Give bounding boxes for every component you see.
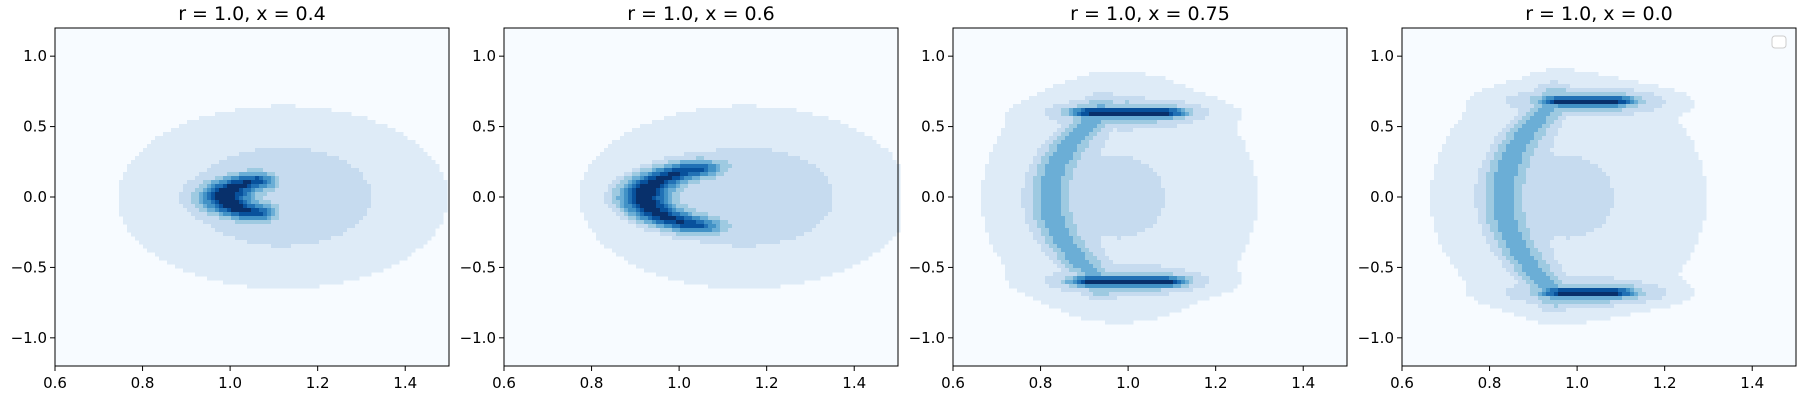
y-tick-label: −1.0: [460, 329, 496, 347]
density-contour: [1430, 68, 1707, 325]
x-tick-label: 1.2: [755, 374, 779, 392]
x-tick-label: 0.8: [131, 374, 155, 392]
x-tick-label: 1.0: [218, 374, 242, 392]
y-tick-label: −0.5: [11, 258, 47, 276]
subplot-title: r = 1.0, x = 0.6: [627, 3, 775, 25]
x-tick-label: 1.2: [306, 374, 330, 392]
y-tick-label: 0.5: [921, 118, 945, 136]
x-tick-label: 1.4: [842, 374, 866, 392]
x-tick-label: 1.0: [667, 374, 691, 392]
y-tick-label: 0.5: [472, 118, 496, 136]
y-tick-label: 1.0: [921, 47, 945, 65]
subplot-title: r = 1.0, x = 0.75: [1070, 3, 1230, 25]
x-tick-label: 0.8: [580, 374, 604, 392]
y-tick-label: 0.0: [921, 188, 945, 206]
x-tick-label: 0.6: [492, 374, 516, 392]
y-tick-label: −0.5: [1358, 258, 1394, 276]
x-tick-label: 0.6: [941, 374, 965, 392]
x-tick-label: 1.0: [1565, 374, 1589, 392]
subplot-3: r = 1.0, x = 0.75 0.6 0.8 1.0 1.2 1.4 1.0 0.5 0.…: [909, 3, 1348, 392]
x-tick-label: 1.0: [1116, 374, 1140, 392]
subplot-title: r = 1.0, x = 0.0: [1525, 3, 1673, 25]
y-tick-label: −1.0: [1358, 329, 1394, 347]
subplot-title: r = 1.0, x = 0.4: [178, 3, 326, 25]
subplot-4: r = 1.0, x = 0.0 0.6 0.8 1.0 1.2 1.4 1.0 0.5 0.0…: [1358, 3, 1797, 392]
y-tick-label: 1.0: [472, 47, 496, 65]
y-tick-label: 1.0: [1370, 47, 1394, 65]
subplot-1: r = 1.0, x = 0.4 0.6 0.8 1.0 1.2 1.4 1.0 0.5 0.0…: [11, 3, 450, 392]
x-tick-label: 1.4: [1740, 374, 1764, 392]
x-tick-label: 1.2: [1653, 374, 1677, 392]
y-tick-label: 1.0: [23, 47, 47, 65]
y-tick-label: −1.0: [11, 329, 47, 347]
subplot-2: r = 1.0, x = 0.6 0.6 0.8 1.0 1.2 1.4 1.0 0.5 0.0…: [460, 3, 901, 392]
y-tick-label: 0.5: [1370, 118, 1394, 136]
x-tick-label: 1.2: [1204, 374, 1228, 392]
legend-box: [1771, 35, 1787, 49]
x-tick-label: 0.6: [43, 374, 67, 392]
y-tick-label: −0.5: [460, 258, 496, 276]
density-contour: [981, 72, 1258, 325]
x-tick-label: 0.6: [1390, 374, 1414, 392]
y-tick-label: 0.0: [1370, 188, 1394, 206]
y-tick-label: 0.0: [472, 188, 496, 206]
x-tick-label: 0.8: [1478, 374, 1502, 392]
y-tick-label: 0.0: [23, 188, 47, 206]
x-tick-label: 1.4: [1291, 374, 1315, 392]
y-tick-label: −0.5: [909, 258, 945, 276]
density-contour: [119, 104, 448, 289]
x-tick-label: 0.8: [1029, 374, 1053, 392]
y-tick-label: 0.5: [23, 118, 47, 136]
y-tick-label: −1.0: [909, 329, 945, 347]
density-contour: [580, 104, 901, 289]
x-tick-label: 1.4: [393, 374, 417, 392]
